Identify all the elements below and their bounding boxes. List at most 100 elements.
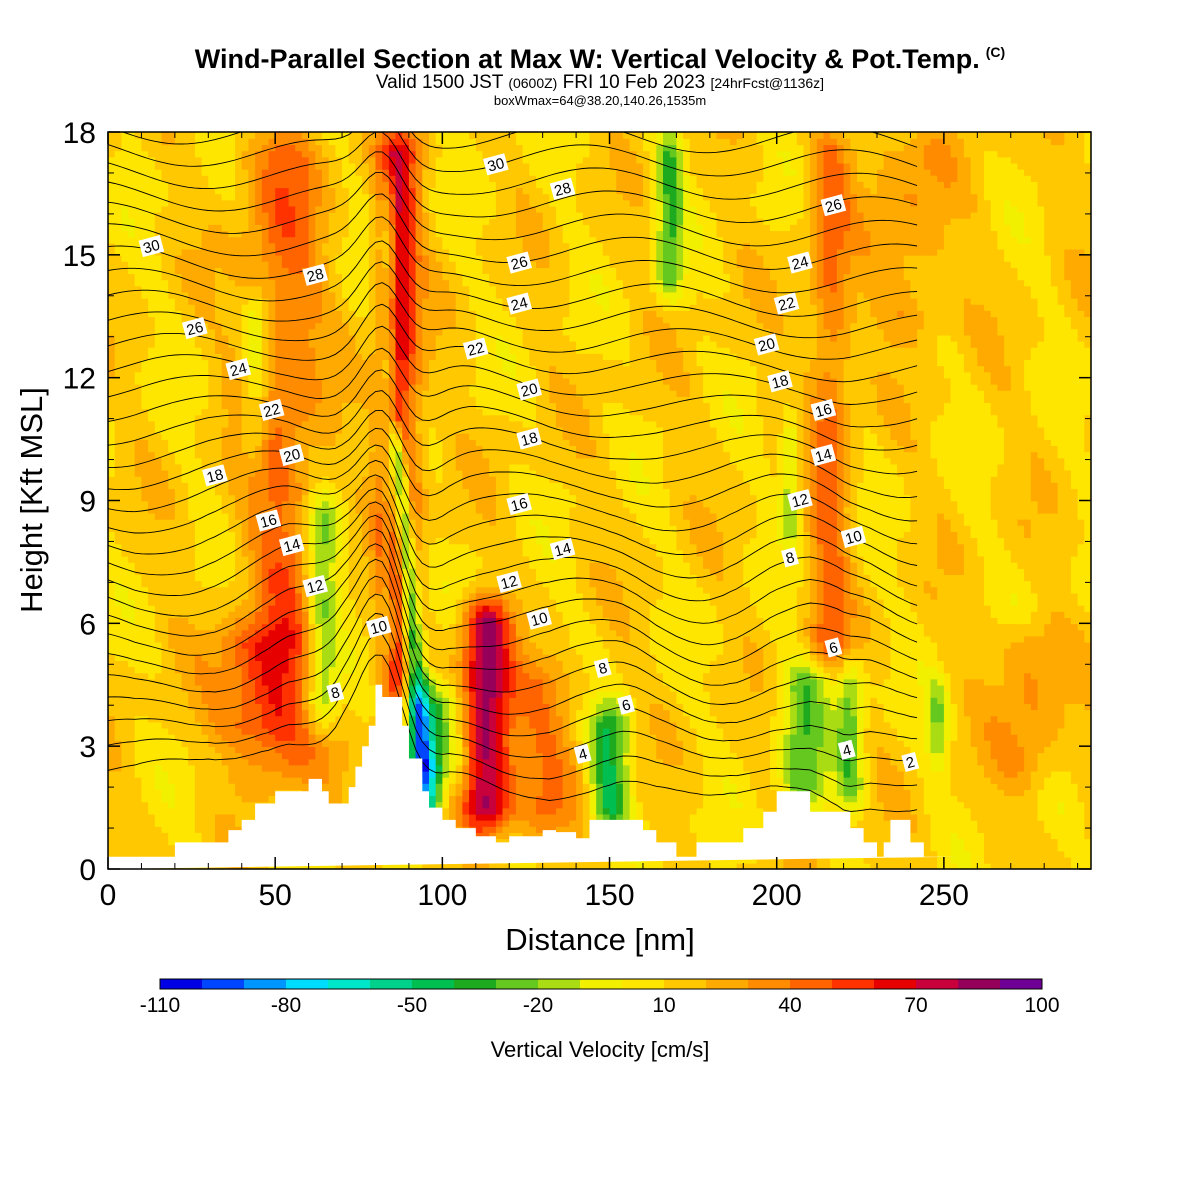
velocity-cell [703, 856, 711, 869]
velocity-cell [790, 426, 798, 502]
velocity-cell [362, 555, 370, 637]
contour-label-group: 2 [901, 751, 920, 772]
velocity-cell [368, 193, 377, 354]
velocity-cell [870, 377, 878, 385]
velocity-cell [937, 684, 945, 704]
velocity-cell [495, 586, 504, 594]
velocity-cell [475, 555, 484, 569]
velocity-cell [683, 132, 691, 139]
velocity-cell [723, 414, 731, 453]
velocity-cell [308, 132, 317, 139]
velocity-cell [937, 132, 945, 139]
velocity-cell [181, 291, 190, 324]
velocity-cell [181, 690, 190, 747]
velocity-cell [121, 586, 129, 618]
velocity-cell [395, 144, 403, 152]
velocity-cell [843, 359, 852, 403]
velocity-cell [977, 555, 985, 680]
velocity-cell [542, 132, 551, 195]
velocity-cell [649, 703, 658, 735]
velocity-cell [194, 132, 203, 158]
velocity-cell [248, 635, 256, 680]
velocity-cell [415, 512, 424, 551]
velocity-cell [435, 144, 444, 158]
velocity-cell [261, 144, 270, 170]
velocity-cell [148, 132, 156, 158]
velocity-cell [509, 420, 517, 465]
velocity-cell [602, 715, 611, 729]
velocity-cell [977, 832, 985, 869]
velocity-cell [863, 672, 872, 729]
velocity-cell [656, 426, 664, 557]
velocity-cell [616, 783, 624, 815]
velocity-cell [1077, 310, 1086, 342]
velocity-cell [783, 426, 791, 489]
velocity-cell [114, 770, 123, 869]
contour-label-group: 20 [516, 378, 542, 401]
velocity-cell [228, 236, 236, 281]
velocity-cell [435, 703, 444, 766]
velocity-cell [716, 297, 724, 348]
velocity-cell [435, 132, 444, 146]
velocity-cell [328, 482, 337, 496]
velocity-cell [1057, 304, 1066, 459]
velocity-cell [362, 162, 370, 195]
velocity-cell [1084, 414, 1091, 453]
velocity-cell [315, 279, 323, 324]
velocity-cell [823, 132, 831, 146]
velocity-cell [689, 175, 698, 207]
velocity-cell [348, 310, 357, 336]
velocity-cell [810, 801, 818, 815]
velocity-cell [683, 310, 691, 373]
contour-label-bg [787, 251, 813, 274]
velocity-cell [308, 347, 317, 416]
velocity-cell [208, 746, 216, 869]
velocity-cell [322, 543, 330, 600]
velocity-cell [255, 396, 263, 446]
velocity-cell [696, 132, 704, 189]
velocity-cell [388, 132, 397, 139]
velocity-cell [863, 187, 872, 232]
velocity-cell [857, 678, 865, 778]
velocity-cell [656, 132, 664, 146]
velocity-cell [756, 181, 765, 219]
contour-label-bg [326, 682, 345, 703]
contour-label-group: 4 [837, 739, 856, 760]
contour-label-group: 22 [462, 337, 489, 360]
velocity-cell [736, 807, 745, 864]
velocity-cell [255, 764, 263, 803]
velocity-cell [803, 666, 811, 674]
velocity-cell [529, 469, 537, 520]
contour-label-group: 10 [840, 525, 867, 548]
velocity-cell [776, 297, 785, 336]
velocity-cell [870, 383, 878, 434]
velocity-cell [830, 654, 838, 661]
velocity-cell [455, 598, 464, 625]
velocity-cell [609, 813, 617, 821]
velocity-cell [1050, 482, 1059, 514]
velocity-cell [174, 463, 183, 618]
contour-label-group: 12 [496, 570, 522, 593]
velocity-cell [857, 856, 865, 869]
velocity-cell [141, 297, 149, 360]
velocity-cell [301, 783, 310, 797]
velocity-cell [308, 690, 317, 704]
velocity-cell [622, 684, 631, 704]
velocity-cell [201, 733, 210, 858]
velocity-cell [910, 347, 918, 440]
velocity-cell [415, 432, 424, 483]
contour-label-group: 10 [526, 607, 552, 630]
velocity-cell [589, 353, 597, 440]
velocity-cell [1084, 316, 1091, 348]
velocity-cell [990, 230, 999, 318]
velocity-cell [943, 132, 952, 146]
velocity-cell [402, 660, 410, 674]
velocity-cell [930, 770, 938, 852]
velocity-cell [154, 789, 163, 827]
velocity-cell [990, 617, 999, 686]
velocity-cell [402, 604, 410, 637]
velocity-cell [1050, 770, 1059, 840]
velocity-cell [803, 672, 811, 686]
velocity-cell [843, 776, 852, 797]
velocity-cell [395, 494, 403, 508]
